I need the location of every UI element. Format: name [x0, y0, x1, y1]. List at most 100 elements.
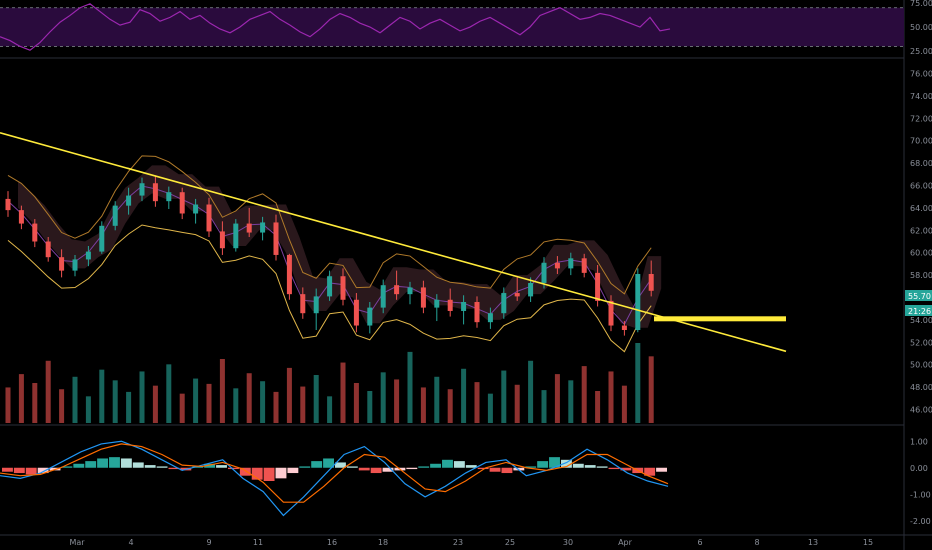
volume-bar [541, 390, 547, 423]
price-panel[interactable] [0, 132, 787, 353]
candle-body [635, 273, 641, 331]
candle-body [72, 259, 78, 271]
volume-bar [367, 391, 373, 423]
time-tick-label: 11 [253, 538, 263, 547]
candle-body [407, 287, 413, 295]
candle-body [648, 273, 654, 291]
macd-histogram-bar [644, 467, 656, 476]
candle-body [608, 300, 614, 326]
time-tick-label: 9 [206, 538, 211, 547]
time-tick-label: 25 [505, 538, 515, 547]
time-tick-label: 16 [327, 538, 337, 547]
macd-line [0, 440, 669, 517]
candle-body [18, 210, 24, 224]
macd-histogram-bar [620, 467, 632, 471]
macd-histogram-bar [501, 467, 513, 474]
price-tag [905, 305, 932, 316]
macd-histogram-bar [73, 463, 85, 468]
volume-bar [139, 371, 145, 423]
macd-histogram-bar [2, 467, 13, 472]
volume-bar [59, 389, 65, 423]
candle-body [126, 195, 132, 206]
volume-bar [152, 385, 158, 423]
macd-histogram-bar [323, 458, 334, 468]
candle-body [327, 276, 333, 297]
candle-body [367, 307, 373, 326]
macd-histogram-bar [299, 466, 311, 468]
macd-panel[interactable] [0, 440, 669, 517]
volume-bar [394, 379, 400, 423]
time-axis[interactable]: Mar 4 9 11 16 18 23 25 30 Apr 6 8 13 15 [69, 538, 873, 547]
bollinger-upper [7, 155, 652, 295]
volume-bar [407, 351, 413, 423]
volume-bar [5, 387, 11, 423]
price-tick-label: 74.00 [910, 92, 932, 101]
candle-body [554, 262, 560, 269]
macd-histogram-bar [549, 457, 560, 468]
candle-body [434, 299, 440, 308]
macd-histogram-bar [275, 467, 287, 479]
macd-tick-label: -1.00 [910, 490, 931, 499]
volume-bar [353, 383, 359, 423]
macd-histogram-bar [287, 467, 299, 474]
time-tick-label: 15 [863, 538, 873, 547]
macd-histogram-bar [25, 467, 37, 475]
candle-body [380, 285, 386, 308]
signal-line [0, 443, 669, 503]
macd-histogram-bar [263, 467, 275, 481]
time-tick-label: Mar [69, 538, 85, 547]
rsi-panel[interactable] [0, 3, 904, 51]
volume-bar [166, 364, 172, 423]
candle-body [313, 296, 319, 314]
candle-body [193, 204, 199, 214]
candle-body [139, 183, 145, 196]
macd-tick-label: -2.00 [910, 517, 931, 526]
candle-body [581, 258, 587, 273]
candle-body [112, 205, 118, 226]
volume-bar [286, 367, 292, 423]
price-tag-label: 21:26 [908, 307, 931, 316]
macd-histogram-bar [132, 462, 144, 468]
time-tick-label: Apr [618, 538, 633, 547]
macd-histogram-bar [311, 461, 323, 468]
price-tick-label: 68.00 [910, 159, 932, 168]
price-tick-label: 70.00 [910, 137, 932, 146]
macd-histogram-bar [109, 457, 120, 468]
volume-bar [434, 376, 440, 423]
candle-body [286, 254, 292, 295]
macd-histogram-bar [251, 467, 263, 480]
macd-histogram-bar [406, 467, 418, 470]
candle-body [5, 198, 11, 211]
time-tick-label: 18 [378, 538, 388, 547]
price-axis[interactable]: 75.00 50.00 25.00 76.00 74.00 72.00 70.00 68.00… [905, 0, 932, 526]
price-tick-label: 60.00 [910, 249, 932, 258]
rsi-tick-label: 75.00 [910, 0, 932, 8]
candle-body [568, 258, 574, 269]
candle-body [152, 183, 158, 202]
price-tick-label: 46.00 [910, 406, 932, 415]
volume-bar [635, 343, 641, 423]
macd-histogram-bar [477, 467, 489, 470]
candle-body [59, 257, 65, 271]
price-tick-label: 76.00 [910, 69, 932, 78]
price-tick-label: 50.00 [910, 361, 932, 370]
macd-histogram-bar [97, 458, 109, 468]
macd-histogram-bar [608, 467, 620, 470]
candle-body [45, 241, 51, 258]
volume-bar [72, 376, 78, 423]
candle-body [166, 192, 172, 202]
candle-body [233, 223, 239, 249]
volume-bar [528, 360, 534, 423]
candle-body [179, 192, 185, 214]
candle-body [273, 222, 279, 255]
price-tick-label: 52.00 [910, 338, 932, 347]
time-tick-label: 13 [808, 538, 818, 547]
price-tick-label: 62.00 [910, 226, 932, 235]
macd-histogram-bar [216, 465, 227, 468]
time-tick-label: 6 [697, 538, 702, 547]
volume-bar [447, 389, 453, 423]
volume-bar [32, 383, 38, 423]
candle-body [447, 299, 453, 311]
macd-histogram-bar [537, 461, 549, 468]
